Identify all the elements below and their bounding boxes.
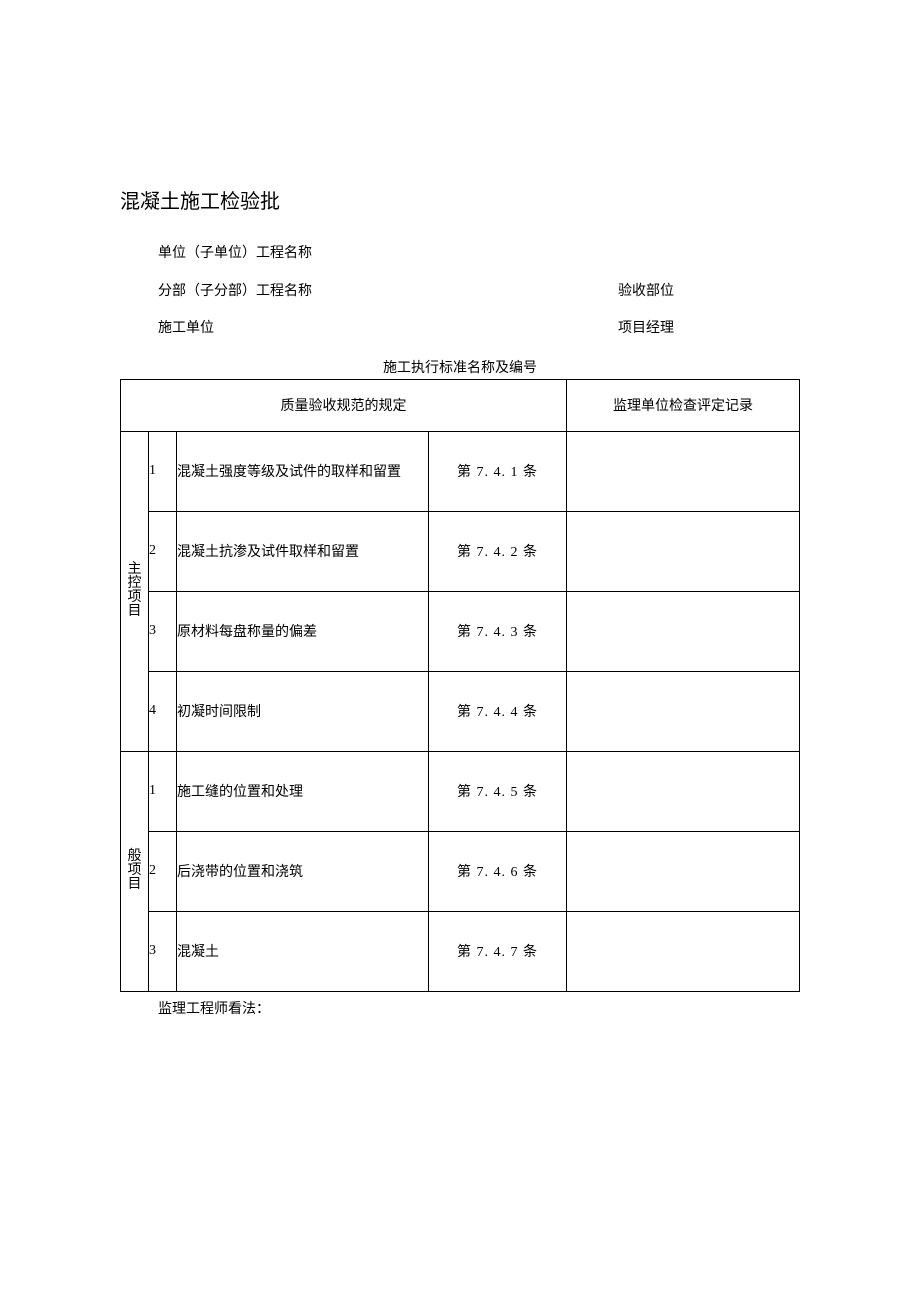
table-row: 4 初凝时间限制 第 7. 4. 4 条: [121, 671, 800, 751]
row-desc: 施工缝的位置和处理: [177, 751, 429, 831]
row-desc: 原材料每盘称量的偏差: [177, 591, 429, 671]
row-num: 2: [149, 831, 177, 911]
field-row-unit: 单位（子单位）工程名称: [158, 244, 800, 264]
row-record: [567, 831, 800, 911]
table-row: 2 后浇带的位置和浇筑 第 7. 4. 6 条: [121, 831, 800, 911]
row-record: [567, 511, 800, 591]
category-general-text: 般 项 目: [121, 842, 148, 900]
row-desc: 后浇带的位置和浇筑: [177, 831, 429, 911]
header-spec: 质量验收规范的规定: [121, 379, 567, 431]
table-row: 3 原材料每盘称量的偏差 第 7. 4. 3 条: [121, 591, 800, 671]
row-desc: 混凝土: [177, 911, 429, 991]
accept-pos-label: 验收部位: [618, 282, 800, 302]
row-clause: 第 7. 4. 7 条: [429, 911, 567, 991]
row-clause: 第 7. 4. 6 条: [429, 831, 567, 911]
sub-name-label: 分部（子分部）工程名称: [158, 282, 618, 302]
unit-name-label: 单位（子单位）工程名称: [158, 244, 618, 264]
row-desc: 混凝土抗渗及试件取样和留置: [177, 511, 429, 591]
standard-label: 施工执行标准名称及编号: [120, 357, 800, 377]
row-record: [567, 591, 800, 671]
row-clause: 第 7. 4. 2 条: [429, 511, 567, 591]
row-num: 1: [149, 431, 177, 511]
supervisor-opinion: 监理工程师看法：: [120, 998, 800, 1018]
table-row: 般 项 目 1 施工缝的位置和处理 第 7. 4. 5 条: [121, 751, 800, 831]
row-desc: 初凝时间限制: [177, 671, 429, 751]
row-clause: 第 7. 4. 4 条: [429, 671, 567, 751]
table-header-row: 质量验收规范的规定 监理单位检查评定记录: [121, 379, 800, 431]
table-row: 3 混凝土 第 7. 4. 7 条: [121, 911, 800, 991]
row-record: [567, 671, 800, 751]
table-row: 2 混凝土抗渗及试件取样和留置 第 7. 4. 2 条: [121, 511, 800, 591]
row-num: 3: [149, 911, 177, 991]
field-row-sub: 分部（子分部）工程名称 验收部位: [158, 282, 800, 302]
construction-unit-label: 施工单位: [158, 319, 618, 339]
row-num: 1: [149, 751, 177, 831]
document-title: 混凝土施工检验批: [120, 185, 800, 214]
category-main: 主 控 项 目: [121, 431, 149, 751]
row-record: [567, 751, 800, 831]
row-clause: 第 7. 4. 1 条: [429, 431, 567, 511]
row-clause: 第 7. 4. 3 条: [429, 591, 567, 671]
row-desc: 混凝土强度等级及试件的取样和留置: [177, 431, 429, 511]
field-row-construction: 施工单位 项目经理: [158, 319, 800, 339]
document-page: 混凝土施工检验批 单位（子单位）工程名称 分部（子分部）工程名称 验收部位 施工…: [0, 0, 920, 1018]
row-num: 4: [149, 671, 177, 751]
table-row: 主 控 项 目 1 混凝土强度等级及试件的取样和留置 第 7. 4. 1 条: [121, 431, 800, 511]
row-num: 2: [149, 511, 177, 591]
header-record: 监理单位检查评定记录: [567, 379, 800, 431]
category-main-text: 主 控 项 目: [121, 555, 148, 627]
row-num: 3: [149, 591, 177, 671]
inspection-table: 质量验收规范的规定 监理单位检查评定记录 主 控 项 目 1 混凝土强度等级及试…: [120, 379, 800, 992]
project-manager-label: 项目经理: [618, 319, 800, 339]
row-record: [567, 911, 800, 991]
row-clause: 第 7. 4. 5 条: [429, 751, 567, 831]
header-fields: 单位（子单位）工程名称 分部（子分部）工程名称 验收部位 施工单位 项目经理: [120, 244, 800, 339]
category-general: 般 项 目: [121, 751, 149, 991]
row-record: [567, 431, 800, 511]
